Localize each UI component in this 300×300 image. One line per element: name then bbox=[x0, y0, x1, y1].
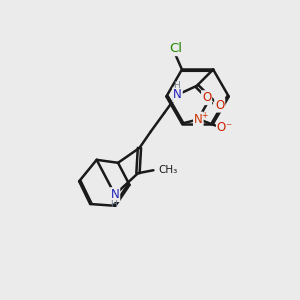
Text: O: O bbox=[215, 99, 224, 112]
Text: CH₃: CH₃ bbox=[158, 165, 177, 175]
Text: N: N bbox=[173, 88, 182, 101]
Text: H: H bbox=[173, 81, 180, 90]
Text: H: H bbox=[110, 200, 117, 208]
Text: +: + bbox=[201, 111, 207, 120]
Text: O: O bbox=[217, 122, 226, 134]
Text: N: N bbox=[111, 188, 119, 201]
Text: ⁻: ⁻ bbox=[225, 122, 231, 134]
Text: N: N bbox=[194, 112, 203, 126]
Text: O: O bbox=[202, 91, 211, 104]
Text: Cl: Cl bbox=[169, 42, 182, 55]
